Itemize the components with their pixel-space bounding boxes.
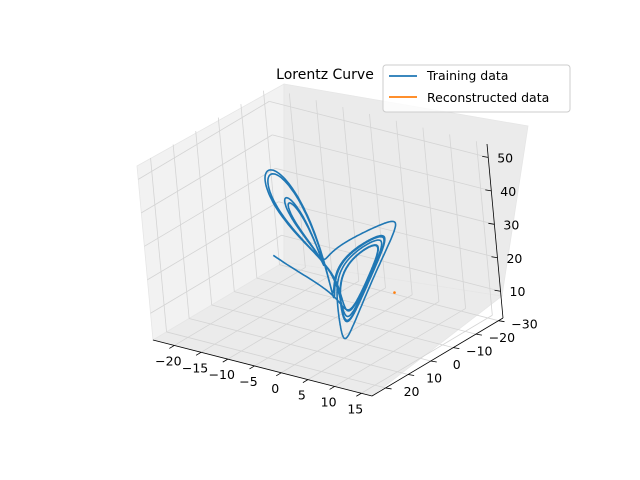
grid-z-back (272, 134, 492, 192)
tick-mark-z (488, 222, 495, 225)
x-axis-line (152, 339, 373, 397)
tick-mark-y (408, 374, 415, 376)
grid-z-back (275, 167, 495, 225)
legend: Training data Reconstructed data (382, 64, 571, 113)
grid-z-left (138, 101, 270, 180)
x-tick-label: 10 (321, 394, 337, 409)
z-tick-label: 40 (500, 184, 516, 199)
x-tick-label: −15 (182, 360, 208, 375)
x-tick-label: 5 (298, 388, 306, 403)
grid-z-left (147, 201, 279, 281)
legend-box (382, 64, 571, 113)
tick-mark-x (169, 345, 175, 349)
tick-mark-x (249, 365, 255, 370)
x-tick-label: −10 (209, 367, 235, 382)
x-tick-label: 0 (271, 381, 279, 396)
grid-x-back (422, 127, 440, 302)
grid-y-floor (279, 264, 499, 322)
grid-x-back (315, 100, 333, 275)
tick-mark-x (329, 386, 335, 390)
grid-x-floor (334, 308, 466, 387)
y-tick-label: −10 (466, 344, 492, 359)
grid-x-floor (200, 273, 333, 353)
grid-y-left (263, 90, 280, 265)
grid-x-floor (280, 294, 413, 374)
grid-z-left (141, 134, 273, 214)
grid-x-back (449, 134, 467, 309)
tick-mark-z (491, 256, 498, 259)
x-tick-label: −5 (239, 374, 257, 389)
y-axis-line (371, 317, 504, 397)
grid-x-floor (307, 301, 440, 380)
grid-y-left (172, 144, 190, 319)
legend-label-reconstructed: Reconstructed data (427, 90, 549, 105)
tick-mark-y (385, 387, 392, 390)
series-point-reconstructed (393, 291, 396, 294)
tick-mark-x (275, 372, 282, 377)
grid-y-floor (211, 304, 431, 362)
tick-mark-x (195, 351, 202, 356)
tick-labels: −20 −15 −10 −5 0 5 10 15−30−20−1001020102030405… (155, 150, 538, 416)
z-tick-label: 20 (506, 251, 522, 266)
tick-mark-z (494, 289, 501, 292)
axis-lines (152, 143, 505, 397)
grid-z-left (150, 234, 282, 314)
tick-mark-y (453, 347, 460, 349)
series-line-training (264, 169, 397, 340)
tick-mark-x (302, 379, 309, 383)
tick-mark-y (430, 360, 437, 363)
grid-z-left (144, 167, 276, 247)
z-tick-label: 10 (510, 284, 526, 299)
y-tick-label: −20 (489, 330, 515, 345)
z-tick-label: 30 (503, 217, 519, 232)
y-tick-label: −30 (511, 317, 537, 332)
y-tick-label: 10 (426, 370, 442, 385)
grid-x-back (395, 120, 413, 295)
data-series (264, 169, 397, 340)
z-tick-label: 50 (497, 150, 513, 165)
grid-x-back (475, 141, 493, 316)
chart-title: Lorentz Curve (276, 67, 374, 83)
grid-x-floor (361, 314, 493, 394)
x-tick-label: −20 (155, 353, 181, 368)
tick-mark-y (498, 320, 505, 323)
grid-y-left (240, 104, 258, 279)
y-tick-label: 0 (453, 357, 461, 372)
y-tick-label: 20 (404, 384, 420, 399)
tick-mark-z (482, 155, 489, 158)
tick-mark-y (475, 333, 482, 336)
tick-mark-x (222, 358, 228, 363)
grid-z-back (278, 201, 498, 259)
grid-y-floor (166, 331, 386, 389)
grid-z-back (269, 100, 489, 158)
grid-y-left (217, 117, 235, 292)
tick-mark-x (356, 392, 362, 397)
grid-x-floor (174, 267, 306, 346)
x-tick-label: 15 (347, 401, 363, 416)
z-axis-line (486, 143, 504, 319)
grid-y-left (150, 157, 167, 332)
legend-label-training: Training data (426, 68, 508, 83)
grid-y-floor (256, 277, 476, 335)
grid-x-back (288, 93, 306, 268)
grid-y-floor (189, 318, 409, 375)
tick-mark-z (485, 189, 492, 192)
grid-y-left (195, 130, 213, 306)
